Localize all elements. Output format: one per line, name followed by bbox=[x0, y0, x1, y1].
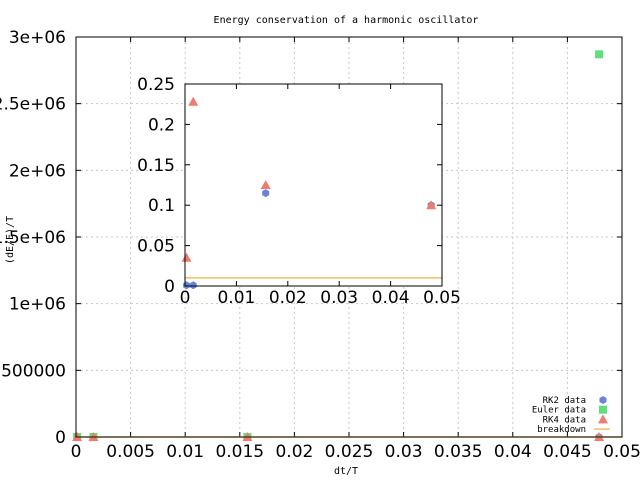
data-point bbox=[262, 189, 270, 198]
x-tick-label: 0 bbox=[71, 442, 82, 462]
x-tick-label: 0.03 bbox=[385, 442, 423, 462]
data-point bbox=[260, 180, 271, 189]
x-tick-label: 0.045 bbox=[543, 442, 592, 462]
data-point bbox=[181, 252, 192, 262]
y-tick-label: 0.2 bbox=[148, 115, 175, 135]
data-point bbox=[188, 96, 199, 106]
legend-label: Euler data bbox=[532, 406, 586, 416]
inset-ticks: 0 0.01 0.02 0.03 0.04 0.05 0 0.05 0.1 0.15 0.2 0.25 bbox=[137, 75, 461, 308]
y-tick-label: 3e+06 bbox=[9, 28, 66, 48]
x-tick-label: 0.05 bbox=[423, 288, 461, 308]
legend-swatch bbox=[598, 414, 608, 424]
y-tick-label: 2.5e+06 bbox=[0, 95, 66, 115]
y-tick-label: 0.25 bbox=[137, 75, 175, 95]
x-tick-label: 0.035 bbox=[434, 442, 483, 462]
x-tick-label: 0 bbox=[180, 288, 191, 308]
x-tick-label: 0.02 bbox=[275, 442, 313, 462]
y-tick-label: 0.1 bbox=[148, 196, 175, 216]
x-tick-label: 0.005 bbox=[106, 442, 155, 462]
y-tick-label: 500000 bbox=[1, 361, 66, 381]
x-tick-label: 0.02 bbox=[269, 288, 307, 308]
inset-marks bbox=[181, 96, 442, 290]
legend-swatch bbox=[599, 396, 607, 404]
y-tick-label: 1.5e+06 bbox=[0, 228, 66, 248]
y-tick-label: 1e+06 bbox=[9, 295, 66, 315]
data-point bbox=[426, 200, 437, 210]
y-axis-label: (dE/E)/T bbox=[5, 216, 16, 264]
legend-label: RK2 data bbox=[543, 396, 586, 406]
main-plot-frame bbox=[75, 36, 623, 438]
chart-title: Energy conservation of a harmonic oscill… bbox=[214, 15, 479, 26]
inset-background bbox=[185, 84, 442, 286]
x-tick-label: 0.025 bbox=[325, 442, 374, 462]
y-tick-label: 2e+06 bbox=[9, 161, 66, 181]
data-point bbox=[595, 50, 604, 59]
inset-plot-frame bbox=[184, 83, 443, 287]
y-tick-label: 0.05 bbox=[137, 237, 175, 257]
x-tick-label: 0.04 bbox=[494, 442, 532, 462]
y-tick-label: 0 bbox=[164, 277, 175, 297]
main-ticks: 0 0.005 0.01 0.015 0.02 0.025 0.03 0.035 0.04 0.0… bbox=[0, 28, 640, 462]
y-tick-label: 0.15 bbox=[137, 156, 175, 176]
x-axis-label: dt/T bbox=[334, 466, 358, 477]
x-tick-label: 0.05 bbox=[603, 442, 640, 462]
x-tick-label: 0.03 bbox=[320, 288, 358, 308]
x-tick-label: 0.01 bbox=[166, 442, 204, 462]
legend-swatch bbox=[599, 405, 607, 414]
x-tick-label: 0.01 bbox=[217, 288, 255, 308]
data-point bbox=[189, 281, 197, 290]
y-tick-label: 0 bbox=[55, 428, 66, 448]
x-tick-label: 0.04 bbox=[372, 288, 410, 308]
legend-label: breakdown bbox=[537, 425, 586, 435]
legend-label: RK4 data bbox=[543, 415, 586, 425]
x-tick-label: 0.015 bbox=[215, 442, 264, 462]
